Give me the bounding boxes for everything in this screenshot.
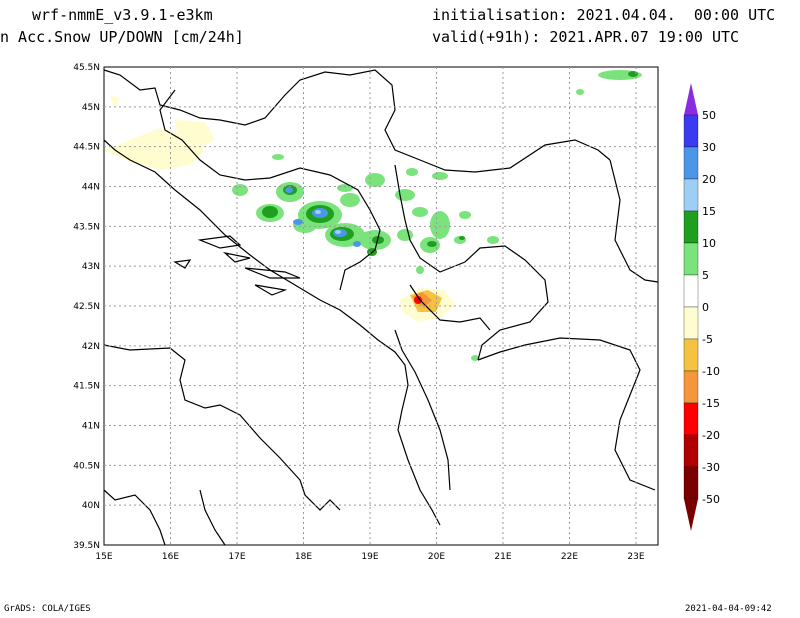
lon-label: 20E [428, 552, 445, 562]
colorbar-segment [683, 306, 699, 340]
colorbar-label: 20 [702, 173, 716, 186]
longitude-labels: 15E 16E 17E 18E 19E 20E 21E 22E 23E [95, 552, 644, 562]
footer-right: 2021-04-04-09:42 [685, 604, 772, 614]
colorbar-label: -30 [702, 461, 720, 474]
colorbar-label: -15 [702, 397, 720, 410]
lat-label: 41.5N [73, 382, 100, 392]
colorbar-segment [683, 146, 699, 180]
init-time: initialisation: 2021.04.04. 00:00 UTC [432, 6, 776, 24]
borders-layer [103, 69, 659, 546]
colorbar-segment [683, 210, 699, 244]
lat-label: 42.5N [73, 302, 100, 312]
colorbar-label: 30 [702, 141, 716, 154]
colorbar-label: 15 [702, 205, 716, 218]
lon-label: 17E [228, 552, 245, 562]
lon-label: 16E [162, 552, 179, 562]
colorbar-segment [683, 114, 699, 148]
colorbar-segment [683, 434, 699, 468]
colorbar-bottom-arrow [684, 499, 698, 531]
lat-label: 44.5N [73, 143, 100, 153]
lat-label: 40N [82, 501, 100, 511]
lon-label: 18E [295, 552, 312, 562]
lat-label: 43N [82, 262, 100, 272]
colorbar-segment [683, 338, 699, 372]
colorbar-label: -50 [702, 493, 720, 506]
colorbar-label: 5 [702, 269, 709, 282]
footer-left: GrADS: COLA/IGES [4, 604, 91, 614]
lon-label: 21E [494, 552, 511, 562]
lat-label: 39.5N [73, 541, 100, 551]
lat-label: 45N [82, 103, 100, 113]
lat-label: 43.5N [73, 222, 100, 232]
lat-label: 41N [82, 422, 100, 432]
colorbar-label: -20 [702, 429, 720, 442]
colorbar-label: -10 [702, 365, 720, 378]
colorbar-label: -5 [702, 333, 713, 346]
field-title: n Acc.Snow UP/DOWN [cm/24h] [0, 28, 244, 46]
lon-label: 19E [361, 552, 378, 562]
colorbar-top-arrow [684, 83, 698, 115]
lat-label: 40.5N [73, 461, 100, 471]
lon-label: 15E [95, 552, 112, 562]
colorbar-segment [683, 466, 699, 500]
valid-time: valid(+91h): 2021.APR.07 19:00 UTC [432, 28, 740, 46]
colorbar-segment [683, 242, 699, 276]
colorbar-segment [683, 178, 699, 212]
lon-label: 22E [561, 552, 578, 562]
colorbar-label: 10 [702, 237, 716, 250]
lat-label: 42N [82, 342, 100, 352]
colorbar-segment [683, 402, 699, 436]
colorbar-label: 0 [702, 301, 709, 314]
model-name: wrf-nmmE_v3.9.1-e3km [32, 6, 213, 24]
lon-label: 23E [627, 552, 644, 562]
lat-label: 44N [82, 183, 100, 193]
colorbar-label: 50 [702, 109, 716, 122]
graticule [104, 67, 658, 545]
colorbar-segment [683, 370, 699, 404]
latitude-labels: 45.5N 45N 44.5N 44N 43.5N 43N 42.5N 42N 41.5N 41N… [73, 63, 100, 551]
lat-label: 45.5N [73, 63, 100, 73]
colorbar-segment [683, 274, 699, 308]
